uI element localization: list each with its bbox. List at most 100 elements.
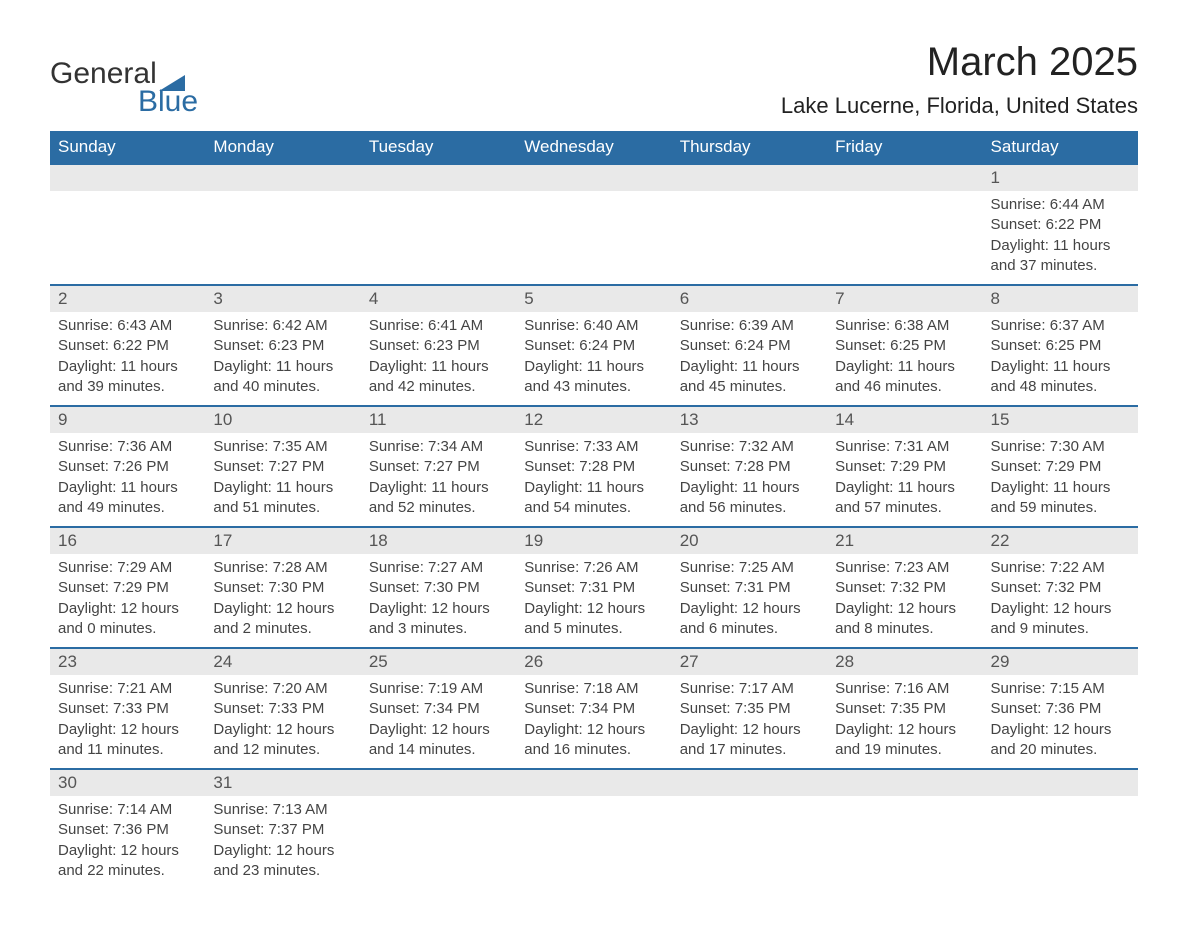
calendar-day-cell: 3Sunrise: 6:42 AMSunset: 6:23 PMDaylight… [205,285,360,406]
sunrise-text: Sunrise: 7:29 AM [58,558,197,578]
day-data [205,191,360,251]
daylight-line1: Daylight: 12 hours [58,720,197,740]
daylight-line1: Daylight: 12 hours [835,599,974,619]
calendar-day-cell: 26Sunrise: 7:18 AMSunset: 7:34 PMDayligh… [516,648,671,769]
sunrise-text: Sunrise: 6:39 AM [680,316,819,336]
calendar-day-cell: 2Sunrise: 6:43 AMSunset: 6:22 PMDaylight… [50,285,205,406]
daylight-line1: Daylight: 12 hours [680,599,819,619]
sunset-text: Sunset: 7:35 PM [680,699,819,719]
calendar-empty-cell [827,164,982,285]
day-number: 4 [361,286,516,312]
daylight-line2: and 49 minutes. [58,498,197,518]
page-header: General Blue March 2025 Lake Lucerne, Fl… [50,40,1138,119]
daylight-line1: Daylight: 11 hours [369,478,508,498]
day-number: 15 [983,407,1138,433]
day-number: 27 [672,649,827,675]
sunrise-text: Sunrise: 7:36 AM [58,437,197,457]
day-number: 1 [983,165,1138,191]
daylight-line2: and 48 minutes. [991,377,1130,397]
daylight-line2: and 9 minutes. [991,619,1130,639]
sunrise-text: Sunrise: 7:23 AM [835,558,974,578]
day-data [361,191,516,251]
day-number: 12 [516,407,671,433]
day-data: Sunrise: 7:29 AMSunset: 7:29 PMDaylight:… [50,554,205,647]
calendar-day-cell: 14Sunrise: 7:31 AMSunset: 7:29 PMDayligh… [827,406,982,527]
calendar-day-cell: 7Sunrise: 6:38 AMSunset: 6:25 PMDaylight… [827,285,982,406]
daylight-line1: Daylight: 12 hours [991,599,1130,619]
sunrise-text: Sunrise: 7:18 AM [524,679,663,699]
daylight-line2: and 45 minutes. [680,377,819,397]
calendar-table: SundayMondayTuesdayWednesdayThursdayFrid… [50,131,1138,889]
day-number: 22 [983,528,1138,554]
day-data: Sunrise: 7:33 AMSunset: 7:28 PMDaylight:… [516,433,671,526]
calendar-day-cell: 5Sunrise: 6:40 AMSunset: 6:24 PMDaylight… [516,285,671,406]
calendar-day-cell: 11Sunrise: 7:34 AMSunset: 7:27 PMDayligh… [361,406,516,527]
calendar-empty-cell [983,769,1138,889]
day-number: 13 [672,407,827,433]
sunset-text: Sunset: 7:35 PM [835,699,974,719]
daylight-line1: Daylight: 11 hours [524,478,663,498]
daylight-line2: and 11 minutes. [58,740,197,760]
day-data: Sunrise: 6:39 AMSunset: 6:24 PMDaylight:… [672,312,827,405]
day-data [516,796,671,856]
day-data: Sunrise: 7:35 AMSunset: 7:27 PMDaylight:… [205,433,360,526]
sunrise-text: Sunrise: 7:28 AM [213,558,352,578]
sunset-text: Sunset: 7:36 PM [58,820,197,840]
calendar-day-cell: 8Sunrise: 6:37 AMSunset: 6:25 PMDaylight… [983,285,1138,406]
calendar-day-cell: 18Sunrise: 7:27 AMSunset: 7:30 PMDayligh… [361,527,516,648]
calendar-empty-cell [361,769,516,889]
day-number: 5 [516,286,671,312]
sunrise-text: Sunrise: 6:42 AM [213,316,352,336]
daylight-line2: and 51 minutes. [213,498,352,518]
day-data: Sunrise: 6:37 AMSunset: 6:25 PMDaylight:… [983,312,1138,405]
calendar-empty-cell [516,164,671,285]
calendar-header-row: SundayMondayTuesdayWednesdayThursdayFrid… [50,131,1138,164]
calendar-day-cell: 12Sunrise: 7:33 AMSunset: 7:28 PMDayligh… [516,406,671,527]
daylight-line1: Daylight: 11 hours [213,478,352,498]
calendar-day-cell: 20 Sunrise: 7:25 AMSunset: 7:31 PMDayligh… [672,527,827,648]
day-number: 14 [827,407,982,433]
sunset-text: Sunset: 7:33 PM [58,699,197,719]
sunrise-text: Sunrise: 7:25 AM [680,558,819,578]
day-number: 8 [983,286,1138,312]
daylight-line2: and 39 minutes. [58,377,197,397]
day-number [516,165,671,191]
sunrise-text: Sunrise: 6:40 AM [524,316,663,336]
day-data: Sunrise: 7:26 AMSunset: 7:31 PMDaylight:… [516,554,671,647]
daylight-line2: and 5 minutes. [524,619,663,639]
sunset-text: Sunset: 6:23 PM [213,336,352,356]
sunset-text: Sunset: 6:22 PM [991,215,1130,235]
daylight-line2: and 57 minutes. [835,498,974,518]
sunrise-text: Sunrise: 7:13 AM [213,800,352,820]
day-number: 29 [983,649,1138,675]
daylight-line2: and 59 minutes. [991,498,1130,518]
day-number [50,165,205,191]
calendar-day-cell: 31Sunrise: 7:13 AMSunset: 7:37 PMDayligh… [205,769,360,889]
day-number [983,770,1138,796]
sunset-text: Sunset: 7:31 PM [680,578,819,598]
sunrise-text: Sunrise: 6:38 AM [835,316,974,336]
calendar-day-cell: 27Sunrise: 7:17 AMSunset: 7:35 PMDayligh… [672,648,827,769]
sunrise-text: Sunrise: 7:21 AM [58,679,197,699]
daylight-line1: Daylight: 11 hours [58,478,197,498]
title-block: March 2025 Lake Lucerne, Florida, United… [781,40,1138,119]
day-data: Sunrise: 6:40 AMSunset: 6:24 PMDaylight:… [516,312,671,405]
logo-text-blue: Blue [138,85,198,119]
daylight-line1: Daylight: 12 hours [369,720,508,740]
day-number [672,770,827,796]
day-data: Sunrise: 7:36 AMSunset: 7:26 PMDaylight:… [50,433,205,526]
day-data [672,191,827,251]
calendar-empty-cell [516,769,671,889]
sunset-text: Sunset: 7:28 PM [680,457,819,477]
day-data: Sunrise: 7:31 AMSunset: 7:29 PMDaylight:… [827,433,982,526]
daylight-line1: Daylight: 11 hours [991,478,1130,498]
calendar-day-cell: 29Sunrise: 7:15 AMSunset: 7:36 PMDayligh… [983,648,1138,769]
weekday-header: Thursday [672,131,827,164]
sunrise-text: Sunrise: 7:19 AM [369,679,508,699]
weekday-header: Wednesday [516,131,671,164]
daylight-line2: and 22 minutes. [58,861,197,881]
daylight-line2: and 0 minutes. [58,619,197,639]
calendar-day-cell: 15Sunrise: 7:30 AMSunset: 7:29 PMDayligh… [983,406,1138,527]
day-number: 28 [827,649,982,675]
day-number: 20 [672,528,827,554]
